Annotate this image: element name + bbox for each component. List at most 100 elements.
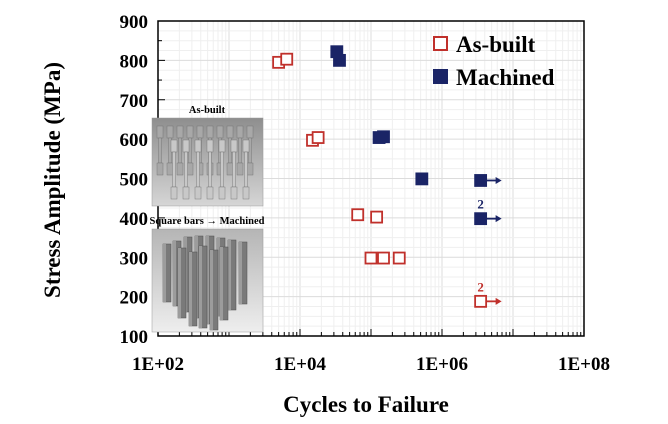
specimen-grip: [226, 162, 234, 176]
data-point-machined: [474, 212, 488, 226]
specimen-grip: [218, 139, 226, 153]
data-point-as-built: [280, 52, 294, 66]
square-bar-highlight: [173, 241, 176, 306]
inset-square-bars-title: Square bars → Machined: [149, 216, 264, 227]
specimen-grip: [242, 186, 250, 200]
data-point-as-built: [370, 210, 384, 224]
specimen-grip: [176, 125, 184, 139]
square-bar-highlight: [189, 252, 192, 326]
square-bar-highlight: [163, 244, 166, 302]
specimen-gauge: [158, 137, 162, 164]
x-tick-label: 1E+08: [558, 354, 610, 375]
square-bar-highlight: [239, 242, 242, 304]
x-tick-label: 1E+02: [132, 354, 184, 375]
specimen-grip: [206, 125, 214, 139]
runout-arrowhead-machined: [495, 176, 502, 184]
data-point-as-built: [351, 208, 365, 222]
specimen-gauge: [232, 151, 236, 188]
specimen-grip: [170, 186, 178, 200]
data-point-as-built: [392, 251, 406, 265]
specimen-grip: [230, 139, 238, 153]
y-tick-labels: 100 200 300 400 500 600 700 800 900: [120, 12, 149, 348]
specimen-grip: [246, 162, 254, 176]
square-bar-highlight: [210, 250, 213, 330]
specimen-grip: [194, 186, 202, 200]
legend-label-machined: Machined: [456, 65, 555, 90]
count-label-as-built: 2: [477, 279, 484, 294]
inset-as-built-image: [151, 117, 264, 207]
count-label-machined: 2: [477, 197, 484, 212]
specimen-grip: [186, 162, 194, 176]
specimen-grip: [246, 125, 254, 139]
square-bar-highlight: [217, 238, 220, 316]
legend-marker-machined: [433, 69, 448, 84]
y-axis-title: Stress Amplitude (MPa): [40, 62, 65, 298]
specimen-grip: [230, 186, 238, 200]
specimen-grip: [206, 139, 214, 153]
specimen-gauge: [178, 137, 182, 164]
square-bar-highlight: [178, 248, 181, 318]
as-built-specimens: [156, 125, 254, 200]
specimen-grip: [186, 125, 194, 139]
specimen-gauge: [184, 151, 188, 188]
specimen-gauge: [208, 151, 212, 188]
y-tick-label: 800: [120, 51, 149, 72]
y-tick-label: 300: [120, 248, 149, 269]
x-tick-label: 1E+06: [416, 354, 468, 375]
runout-arrowhead-as-built: [495, 297, 502, 305]
data-point-machined: [377, 130, 390, 144]
specimen-grip: [218, 186, 226, 200]
square-bars: [162, 235, 248, 331]
specimen-grip: [236, 162, 244, 176]
square-bar-highlight: [228, 240, 231, 310]
data-point-as-built: [364, 251, 378, 265]
data-point-as-built: [474, 294, 488, 308]
specimen-grip: [176, 162, 184, 176]
specimen-grip: [216, 125, 224, 139]
y-tick-label: 700: [120, 91, 149, 112]
specimen-gauge: [172, 151, 176, 188]
y-tick-label: 600: [120, 130, 149, 151]
legend: As-built Machined: [433, 32, 555, 90]
specimen-grip: [182, 186, 190, 200]
x-axis-title: Cycles to Failure: [283, 392, 449, 417]
runout-arrowhead-machined: [495, 215, 502, 223]
specimen-gauge: [244, 151, 248, 188]
specimen-grip: [196, 125, 204, 139]
specimen-grip: [194, 139, 202, 153]
data-marks: 22: [272, 45, 502, 308]
legend-marker-as-built: [433, 36, 448, 51]
y-tick-label: 400: [120, 209, 149, 230]
x-tick-label: 1E+04: [274, 354, 326, 375]
specimen-gauge: [220, 151, 224, 188]
legend-label-as-built: As-built: [456, 32, 536, 57]
y-tick-label: 200: [120, 288, 149, 309]
y-tick-label: 500: [120, 170, 149, 191]
specimen-grip: [166, 162, 174, 176]
y-tick-label: 900: [120, 12, 149, 33]
specimen-grip: [156, 162, 164, 176]
specimen-grip: [156, 125, 164, 139]
specimen-gauge: [196, 151, 200, 188]
data-point-machined: [474, 174, 488, 187]
data-point-machined: [415, 172, 429, 186]
square-bar-highlight: [206, 236, 209, 324]
specimen-gauge: [238, 137, 242, 164]
inset-as-built-title: As-built: [189, 105, 226, 116]
square-bar-highlight: [199, 246, 202, 328]
specimen-grip: [170, 139, 178, 153]
specimen-grip: [226, 125, 234, 139]
data-point-as-built: [311, 131, 325, 144]
specimen-grip: [206, 186, 214, 200]
data-point-as-built: [377, 251, 390, 265]
specimen-grip: [166, 125, 174, 139]
y-tick-label: 100: [120, 327, 149, 348]
specimen-grip: [236, 125, 244, 139]
data-point-machined: [333, 53, 346, 67]
specimen-grip: [242, 139, 250, 153]
x-tick-labels: 1E+02 1E+04 1E+06 1E+08: [132, 354, 610, 375]
square-bar-highlight: [220, 247, 223, 320]
inset-square-bars-image: [151, 228, 264, 333]
specimen-grip: [182, 139, 190, 153]
